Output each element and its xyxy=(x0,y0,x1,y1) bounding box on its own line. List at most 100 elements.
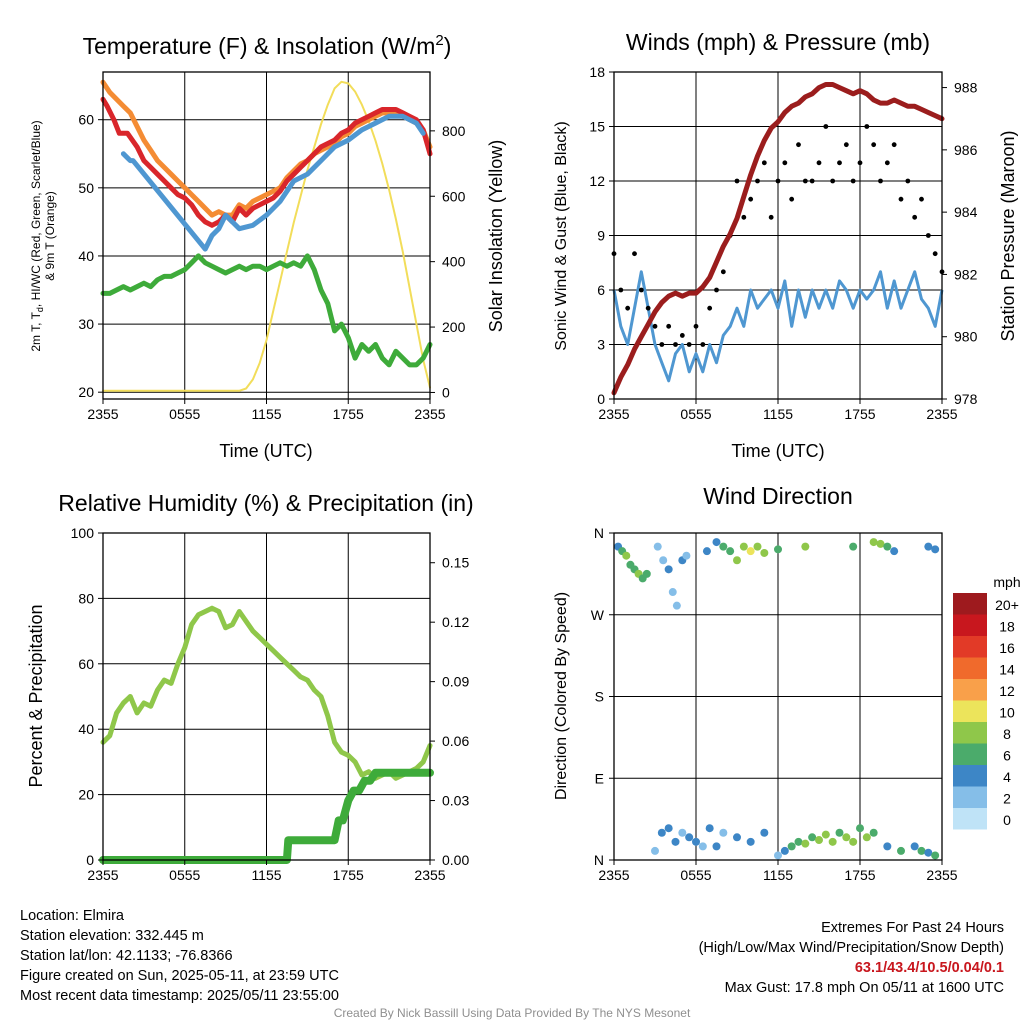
station-info: Location: Elmira Station elevation: 332.… xyxy=(20,906,339,1006)
wind-ytick-label: 6 xyxy=(597,282,605,298)
location-text: Location: Elmira xyxy=(20,908,124,924)
legend-swatch xyxy=(953,614,987,636)
svg-text:& 9m T (Orange): & 9m T (Orange) xyxy=(43,191,57,281)
direction-points xyxy=(614,538,940,860)
direction-point xyxy=(682,551,691,560)
direction-point xyxy=(753,542,762,551)
extremes-subtitle: (High/Low/Max Wind/Precipitation/Snow De… xyxy=(698,940,1004,956)
direction-point xyxy=(712,538,721,547)
wind-y2tick-label: 986 xyxy=(954,142,978,158)
legend-label: 0 xyxy=(1003,812,1011,828)
gust-point xyxy=(686,342,692,347)
gust-point xyxy=(843,142,849,148)
temperature-series xyxy=(100,79,433,392)
temp-xtick-label: 2355 xyxy=(87,406,118,422)
gust-point xyxy=(741,214,747,220)
wind-xlabel: Time (UTC) xyxy=(731,441,824,461)
gust-point xyxy=(700,342,706,347)
direction-point xyxy=(821,830,830,839)
temp-y2tick-label: 800 xyxy=(442,123,466,139)
temp-series-red xyxy=(100,96,433,228)
direction-point xyxy=(862,833,871,842)
gust-point xyxy=(932,251,938,257)
direction-point xyxy=(651,846,659,855)
gust-point xyxy=(823,124,829,129)
rh-y2tick-label: 0.12 xyxy=(442,614,469,630)
temp-y2tick-label: 200 xyxy=(442,319,466,335)
wind-xtick-label: 1755 xyxy=(844,406,875,422)
legend-label: 6 xyxy=(1003,748,1011,764)
gust-point xyxy=(693,323,699,329)
gust-point xyxy=(755,178,760,184)
rh-y2tick-label: 0.00 xyxy=(442,852,469,868)
direction-point xyxy=(664,565,673,574)
legend-label: 12 xyxy=(999,683,1015,699)
direction-point xyxy=(842,833,851,842)
legend-swatch xyxy=(953,636,987,658)
wind-ytick-label: 15 xyxy=(589,119,605,135)
humidity-grid xyxy=(103,533,430,860)
temp-ytick-label: 20 xyxy=(78,384,94,400)
humidity-ticks: 2355 0555 1155 1755 23550204060801000.000.03… xyxy=(71,525,470,883)
gust-point xyxy=(912,214,918,220)
gust-point xyxy=(625,305,631,311)
direction-point xyxy=(931,545,940,554)
temperature-ticks: 2355 0555 1155 1755 235520304050600200400600… xyxy=(78,112,465,422)
direction-point xyxy=(698,842,707,851)
wind-series-blue xyxy=(612,270,944,383)
rh-ytick-label: 20 xyxy=(78,787,94,803)
wind-y2tick-label: 984 xyxy=(954,204,978,220)
gust-point xyxy=(666,323,672,329)
legend-swatch xyxy=(953,700,987,722)
extremes-title: Extremes For Past 24 Hours xyxy=(821,920,1004,936)
temp-ytick-label: 50 xyxy=(78,180,94,196)
extremes-info: Extremes For Past 24 Hours (High/Low/Max… xyxy=(699,918,1004,998)
rh-y2tick-label: 0.15 xyxy=(442,555,469,571)
direction-point xyxy=(780,846,789,855)
gust-point xyxy=(891,142,897,148)
elevation-text: Station elevation: 332.445 m xyxy=(20,928,204,944)
gust-point xyxy=(898,196,904,202)
gust-point xyxy=(850,178,856,184)
wind-xtick-label: 1155 xyxy=(763,406,793,422)
gust-point xyxy=(816,160,822,166)
rh-ytick-label: 0 xyxy=(86,852,94,868)
pressure-ylabel: Station Pressure (Maroon) xyxy=(998,130,1018,341)
direction-point xyxy=(890,547,899,556)
direction-point xyxy=(869,538,878,547)
max-gust-text: Max Gust: 17.8 mph On 05/11 at 1600 UTC xyxy=(724,980,1004,996)
dir-ytick-label: E xyxy=(595,770,604,786)
dir-xtick-label: 1755 xyxy=(844,867,875,883)
direction-point xyxy=(653,542,662,551)
direction-point xyxy=(897,846,905,855)
direction-point xyxy=(760,828,769,837)
wind-y2tick-label: 980 xyxy=(954,329,978,345)
rh-ytick-label: 80 xyxy=(78,590,94,606)
direction-point xyxy=(787,842,796,851)
legend-swatch xyxy=(953,679,987,701)
gust-point xyxy=(679,333,685,338)
direction-point xyxy=(849,542,858,551)
temp-xtick-label: 2355 xyxy=(414,406,445,422)
direction-point xyxy=(622,551,631,560)
wind-title: Winds (mph) & Pressure (mb) xyxy=(626,29,930,55)
temp-y2tick-label: 0 xyxy=(442,384,450,400)
direction-point xyxy=(883,842,892,851)
legend-swatch xyxy=(953,657,987,679)
temp-series-green xyxy=(100,253,433,368)
direction-point xyxy=(869,828,878,837)
temperature-ylabel: 2m T, Td, HI/WC (Red, Green, Scarlet/Blu… xyxy=(29,120,57,351)
temp-ytick-label: 60 xyxy=(78,112,94,128)
legend-label: 4 xyxy=(1003,769,1011,785)
direction-point xyxy=(719,542,728,551)
direction-title: Wind Direction xyxy=(703,483,853,509)
gust-point xyxy=(837,160,842,166)
wind-ytick-label: 18 xyxy=(589,64,605,80)
legend-swatch xyxy=(953,722,987,744)
recent-data-text: Most recent data timestamp: 2025/05/11 2… xyxy=(20,988,339,1004)
direction-panel: Wind Direction 2355 0555 1155 1755 2355NESWN… xyxy=(553,483,1021,883)
dir-ytick-label: W xyxy=(591,607,605,623)
dir-ytick-label: S xyxy=(595,689,604,705)
gust-point xyxy=(645,305,651,311)
